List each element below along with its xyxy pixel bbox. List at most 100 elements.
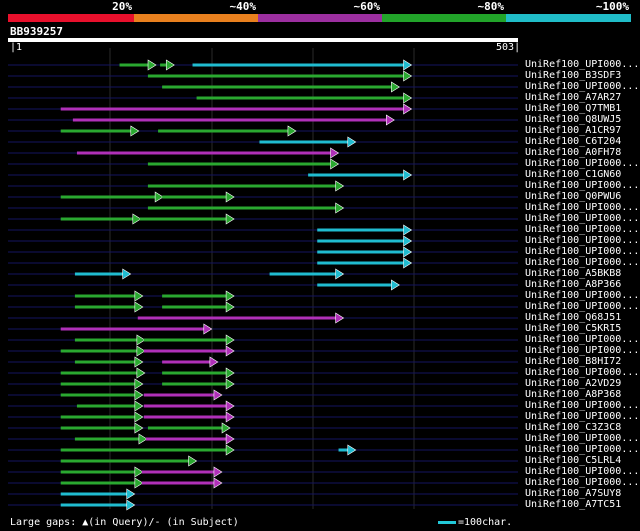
scale-label: ~100%	[595, 0, 629, 13]
hit-arrow	[122, 268, 132, 280]
hit-row[interactable]	[8, 499, 518, 511]
hit-row[interactable]	[8, 202, 518, 214]
hit-label[interactable]: UniRef100_C5LRL4	[525, 455, 622, 466]
hit-label[interactable]: UniRef100_A1CR97	[525, 125, 622, 136]
hit-row[interactable]	[8, 433, 518, 445]
hit-row[interactable]	[8, 466, 518, 478]
hit-label[interactable]: UniRef100_UPI000...	[525, 345, 640, 356]
hit-label[interactable]: UniRef100_C6T204	[525, 136, 622, 147]
hit-label[interactable]: UniRef100_UPI000...	[525, 81, 640, 92]
hit-arrow	[403, 70, 413, 82]
hit-arrow	[134, 411, 144, 423]
hit-arrow	[203, 323, 213, 335]
hit-row[interactable]	[8, 378, 518, 390]
hit-label[interactable]: UniRef100_A2VD29	[525, 378, 622, 389]
hit-label[interactable]: UniRef100_UPI000...	[525, 433, 640, 444]
hit-row[interactable]	[8, 191, 518, 203]
hit-row[interactable]	[8, 59, 518, 71]
hit-label[interactable]: UniRef100_UPI000...	[525, 400, 640, 411]
hit-row[interactable]	[8, 323, 518, 335]
hit-label[interactable]: UniRef100_UPI000...	[525, 213, 640, 224]
hit-row[interactable]	[8, 444, 518, 456]
hit-row[interactable]	[8, 125, 518, 137]
hit-row[interactable]	[8, 158, 518, 170]
hit-arrow	[225, 345, 235, 357]
hit-row[interactable]	[8, 81, 518, 93]
hit-label[interactable]: UniRef100_A7SUY8	[525, 488, 622, 499]
hit-row[interactable]	[8, 279, 518, 291]
hit-row[interactable]	[8, 136, 518, 148]
hit-row[interactable]	[8, 367, 518, 379]
query-end-label: 503	[496, 42, 515, 53]
hit-row[interactable]	[8, 180, 518, 192]
hit-label[interactable]: UniRef100_UPI000...	[525, 202, 640, 213]
hit-row[interactable]	[8, 488, 518, 500]
hit-arrow	[147, 59, 157, 71]
hit-row[interactable]	[8, 70, 518, 82]
hit-label[interactable]: UniRef100_C3Z3C8	[525, 422, 622, 433]
hit-label[interactable]: UniRef100_A8P368	[525, 389, 622, 400]
hit-row[interactable]	[8, 334, 518, 346]
hit-arrow	[391, 279, 400, 291]
hit-label[interactable]: UniRef100_UPI000...	[525, 246, 640, 257]
hit-label[interactable]: UniRef100_Q7TMB1	[525, 103, 622, 114]
hit-label[interactable]: UniRef100_C1GN60	[525, 169, 622, 180]
hit-row[interactable]	[8, 103, 518, 115]
hit-label[interactable]: UniRef100_Q68J51	[525, 312, 622, 323]
hit-row[interactable]	[8, 257, 518, 269]
hit-label[interactable]: UniRef100_UPI000...	[525, 235, 640, 246]
query-end-tick: 503|	[496, 42, 521, 53]
hit-row[interactable]	[8, 455, 518, 467]
hit-label[interactable]: UniRef100_UPI000...	[525, 290, 640, 301]
hit-label[interactable]: UniRef100_UPI000...	[525, 367, 640, 378]
hit-label[interactable]: UniRef100_A5BKB8	[525, 268, 622, 279]
hit-label[interactable]: UniRef100_Q8UWJ5	[525, 114, 622, 125]
hit-arrow	[134, 290, 144, 302]
hit-label[interactable]: UniRef100_UPI000...	[525, 444, 640, 455]
hit-label[interactable]: UniRef100_A8P366	[525, 279, 622, 290]
hit-row[interactable]	[8, 224, 518, 236]
hit-row[interactable]	[8, 213, 518, 225]
hit-label[interactable]: UniRef100_UPI000...	[525, 334, 640, 345]
hit-label[interactable]: UniRef100_UPI000...	[525, 59, 640, 70]
hit-row[interactable]	[8, 356, 518, 368]
hit-arrow	[221, 422, 231, 434]
scale-segment	[134, 14, 258, 22]
hit-row[interactable]	[8, 312, 518, 324]
hit-label[interactable]: UniRef100_UPI000...	[525, 224, 640, 235]
hit-row[interactable]	[8, 169, 518, 181]
hit-row[interactable]	[8, 389, 518, 401]
hit-row[interactable]	[8, 235, 518, 247]
hit-label[interactable]: UniRef100_UPI000...	[525, 257, 640, 268]
hit-row[interactable]	[8, 301, 518, 313]
hit-row[interactable]	[8, 246, 518, 258]
hit-label[interactable]: UniRef100_UPI000...	[525, 477, 640, 488]
hit-label[interactable]: UniRef100_Q0PWU6	[525, 191, 622, 202]
hit-row[interactable]	[8, 290, 518, 302]
hit-row[interactable]	[8, 345, 518, 357]
hit-label[interactable]: UniRef100_C5KRI5	[525, 323, 622, 334]
hit-row[interactable]	[8, 411, 518, 423]
hit-label[interactable]: UniRef100_UPI000...	[525, 466, 640, 477]
legend-scale-text: =100char.	[458, 517, 513, 528]
query-name: BB939257	[10, 25, 63, 38]
hit-row[interactable]	[8, 477, 518, 489]
hit-label[interactable]: UniRef100_UPI000...	[525, 180, 640, 191]
hit-row[interactable]	[8, 92, 518, 104]
hit-row[interactable]	[8, 147, 518, 159]
hit-label[interactable]: UniRef100_B3SDF3	[525, 70, 622, 81]
hit-row[interactable]	[8, 268, 518, 280]
hit-row[interactable]	[8, 400, 518, 412]
hit-label[interactable]: UniRef100_A0FH78	[525, 147, 622, 158]
hit-arrow	[134, 301, 144, 313]
hit-row[interactable]	[8, 114, 518, 126]
hit-label[interactable]: UniRef100_B8HI72	[525, 356, 622, 367]
hit-label[interactable]: UniRef100_A7AR27	[525, 92, 622, 103]
hit-label[interactable]: UniRef100_UPI000...	[525, 158, 640, 169]
hit-arrow	[403, 246, 413, 258]
hit-label[interactable]: UniRef100_UPI000...	[525, 301, 640, 312]
hit-label[interactable]: UniRef100_A7TC51	[525, 499, 622, 510]
hit-row[interactable]	[8, 422, 518, 434]
hit-label[interactable]: UniRef100_UPI000...	[525, 411, 640, 422]
